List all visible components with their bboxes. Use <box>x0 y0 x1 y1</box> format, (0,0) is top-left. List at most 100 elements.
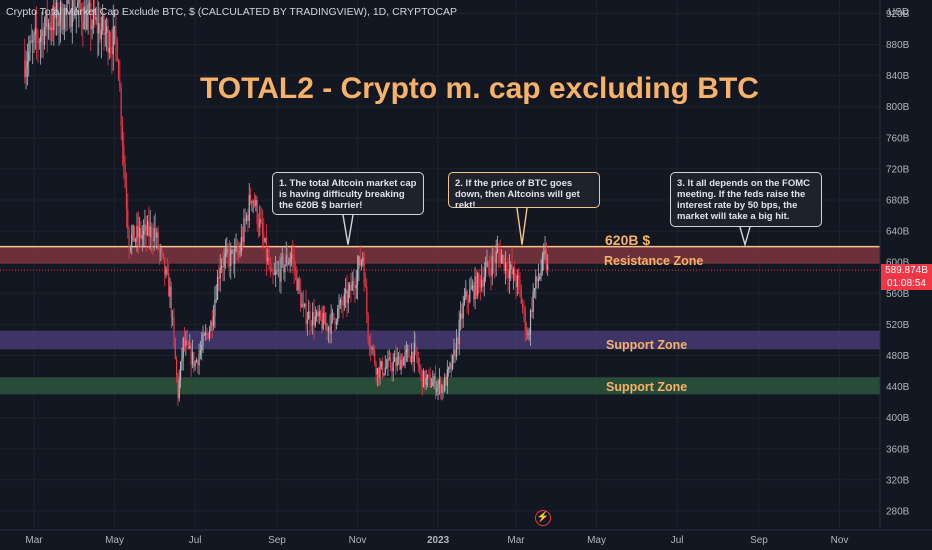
candle-body <box>520 289 522 304</box>
candle-body <box>417 358 419 366</box>
candle-body <box>203 334 205 336</box>
candle-body <box>504 262 507 271</box>
candle-body <box>271 268 273 272</box>
candle-body <box>140 228 142 239</box>
level-label[interactable]: 620B $ <box>605 232 651 248</box>
callout-3[interactable]: 3. It all depends on the FOMC meeting. I… <box>670 172 822 227</box>
support-zone-label-2[interactable]: Support Zone <box>606 380 688 394</box>
candle-body <box>36 28 38 38</box>
candle-body <box>249 194 252 203</box>
candle-body <box>331 312 334 314</box>
candle-body <box>371 347 373 350</box>
candle-body <box>444 377 446 392</box>
candle-body <box>109 47 112 49</box>
candle-body <box>471 285 474 289</box>
candle-body <box>409 357 411 362</box>
candle-body <box>432 381 434 386</box>
resistance-zone-label[interactable]: Resistance Zone <box>604 254 704 268</box>
candle-body <box>185 341 187 346</box>
candle-body <box>87 4 89 10</box>
candle-body <box>267 257 269 261</box>
y-tick-label: 440B <box>886 382 910 393</box>
candle-body <box>452 355 454 370</box>
candle-body <box>102 15 104 31</box>
candle-body <box>425 377 427 385</box>
candle-body <box>209 330 211 339</box>
candle-body <box>272 271 274 275</box>
candle-body <box>292 254 294 259</box>
candle-body <box>132 225 134 235</box>
candle-body <box>440 379 442 394</box>
candle-body <box>515 280 517 288</box>
support-zone-label-1[interactable]: Support Zone <box>606 338 688 352</box>
candle-body <box>519 278 521 290</box>
candle-body <box>477 273 479 296</box>
lightning-icon[interactable]: ⚡ <box>535 510 551 526</box>
candle-body <box>392 361 394 372</box>
candle-body <box>537 279 540 282</box>
candle-body <box>467 300 470 302</box>
candle-body <box>259 219 261 228</box>
candle-body <box>79 0 81 9</box>
candle-body <box>510 264 512 270</box>
candle-body <box>322 313 324 329</box>
candle-body <box>479 278 481 288</box>
candle-body <box>518 275 520 279</box>
y-tick-label: 400B <box>886 413 910 424</box>
callout-2[interactable]: 2. If the price of BTC goes down, then A… <box>448 172 600 211</box>
candle-body <box>502 255 504 257</box>
candle-body <box>321 318 323 329</box>
candle-body <box>531 310 533 312</box>
candle-body <box>496 250 499 252</box>
candle-body <box>58 22 60 26</box>
candle-body <box>522 303 524 308</box>
zone-rects <box>0 245 880 395</box>
candle-body <box>100 30 102 40</box>
callout-1[interactable]: 1. The total Altcoin market cap is havin… <box>272 172 424 215</box>
candle-body <box>391 367 393 372</box>
candle-body <box>153 227 155 242</box>
candle-body <box>230 250 232 267</box>
candle-body <box>226 248 228 253</box>
candle-body <box>202 334 204 345</box>
candle-body <box>528 334 530 335</box>
candle-body <box>399 356 401 370</box>
candle-body <box>235 246 237 249</box>
candle-body <box>494 259 496 263</box>
candle-body <box>309 311 311 325</box>
candle-body <box>265 238 268 261</box>
candle-body <box>25 67 27 77</box>
candle-body <box>383 373 385 375</box>
candle-body <box>40 36 42 42</box>
chart-annotation-title[interactable]: TOTAL2 - Crypto m. cap excluding BTC <box>200 72 759 105</box>
candle-body <box>127 209 129 230</box>
candle-body <box>492 256 495 260</box>
currency-label[interactable]: USD <box>888 7 910 18</box>
candle-body <box>136 225 138 239</box>
candle-body <box>506 262 508 273</box>
time-axis[interactable]: Mar May Jul Sep Nov 2023 Mar May Jul Sep Nov <box>0 529 932 546</box>
candle-body <box>511 264 513 275</box>
candle-body <box>104 32 106 35</box>
candle-body <box>144 224 146 231</box>
candle-body <box>261 221 264 235</box>
candle-body <box>187 342 190 349</box>
candle-body <box>288 262 290 265</box>
candle-body <box>154 227 157 238</box>
candle-body <box>446 369 448 386</box>
candle-body <box>201 344 203 351</box>
candle-body <box>462 303 464 319</box>
candle-body <box>411 351 413 362</box>
candle-body <box>69 0 71 27</box>
candle-body <box>545 250 547 270</box>
candle-body <box>401 359 404 366</box>
candle-body <box>164 257 166 275</box>
candle-body <box>284 265 286 273</box>
y-tick-label: 320B <box>886 475 910 486</box>
candle-body <box>275 271 277 274</box>
candle-body <box>408 349 410 358</box>
candle-body <box>55 2 58 19</box>
candle-body <box>412 351 414 362</box>
candle-body <box>42 29 44 45</box>
candle-body <box>302 303 304 306</box>
